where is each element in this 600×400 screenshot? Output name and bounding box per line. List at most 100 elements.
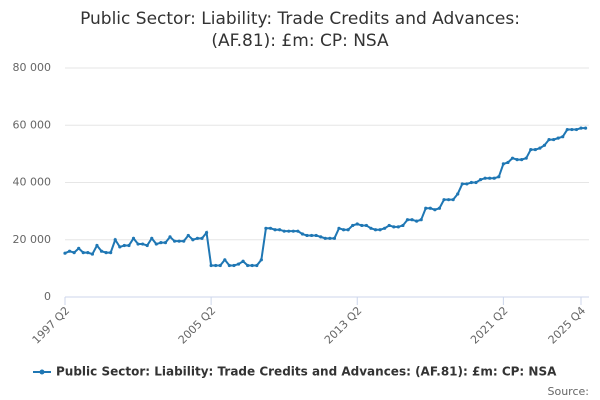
data-point [278,228,282,232]
x-tick-label: 2005 Q2 [176,304,219,347]
data-point [387,223,391,228]
data-point [520,158,524,162]
data-point [77,246,81,250]
data-point [323,236,327,240]
data-point [150,236,154,240]
data-point [186,233,190,238]
data-point [437,206,442,210]
data-point [264,226,268,230]
data-point [478,178,483,182]
data-point [90,252,94,256]
data-point [337,226,341,230]
data-point [561,135,565,139]
data-point [314,233,318,238]
data-point [209,263,213,268]
data-point [451,198,455,202]
data-point [424,206,428,210]
data-point [118,245,122,249]
data-point [191,238,195,242]
data-point [369,226,373,230]
data-point [104,251,108,255]
data-point [538,146,542,150]
x-tick-label: 2013 Q2 [322,304,365,347]
data-point [273,228,277,232]
data-point [488,176,492,180]
data-point [579,126,583,130]
data-point [287,229,291,233]
legend-marker [39,369,45,375]
y-tick-label: 80 000 [13,61,52,74]
data-point [474,180,478,185]
data-point [81,251,85,255]
data-point [483,176,487,180]
data-point [67,249,72,253]
data-point [552,137,556,142]
data-point [583,126,588,130]
data-point [227,263,231,268]
data-point [127,243,131,248]
data-point [109,251,113,255]
data-point [255,263,259,268]
data-point [533,147,537,152]
legend-label: Public Sector: Liability: Trade Credits … [56,365,557,379]
data-point [574,127,579,132]
data-point [268,226,273,230]
data-point [392,225,396,229]
data-point [236,262,241,266]
data-point [319,235,323,239]
data-point [405,218,410,222]
data-point [218,263,222,268]
data-point [442,198,446,202]
data-point [282,229,286,233]
data-point [177,239,181,243]
data-point [565,127,569,132]
data-point [136,242,140,246]
x-tick-label: 1997 Q2 [30,304,73,347]
data-point [95,243,99,248]
data-point [364,223,368,228]
data-point [501,162,505,166]
data-point [506,160,510,165]
data-point [446,198,451,202]
data-point [373,228,378,232]
data-point [355,222,359,226]
data-point [154,242,158,246]
data-point [113,238,117,242]
x-tick-label: 2025 Q4 [546,304,589,347]
data-point [200,236,204,240]
data-point [351,223,355,228]
data-point [63,251,67,255]
data-point [99,249,104,253]
data-point [410,218,414,222]
data-point [246,263,250,268]
data-point [296,229,300,233]
data-point [456,192,460,196]
data-point [259,258,263,262]
data-point [305,233,309,238]
data-point [415,219,419,223]
data-point [465,182,469,186]
data-point [168,235,172,239]
data-point [214,263,218,268]
data-point [145,243,149,248]
data-point [524,156,528,160]
data-point [328,236,332,240]
data-point [141,242,145,246]
data-point [547,137,551,142]
data-point [195,236,200,240]
data-point [515,158,519,162]
y-tick-label: 20 000 [13,233,52,246]
data-point [510,156,515,160]
data-point [291,229,295,233]
data-point [122,243,126,248]
y-tick-label: 60 000 [13,118,52,131]
data-point [223,258,227,262]
data-point [419,218,423,222]
chart-title: Public Sector: Liability: Trade Credits … [80,9,520,51]
data-point [172,239,177,243]
y-tick-label: 0 [44,290,51,303]
data-point [72,251,76,255]
y-tick-label: 40 000 [13,176,52,189]
data-point [300,232,305,236]
